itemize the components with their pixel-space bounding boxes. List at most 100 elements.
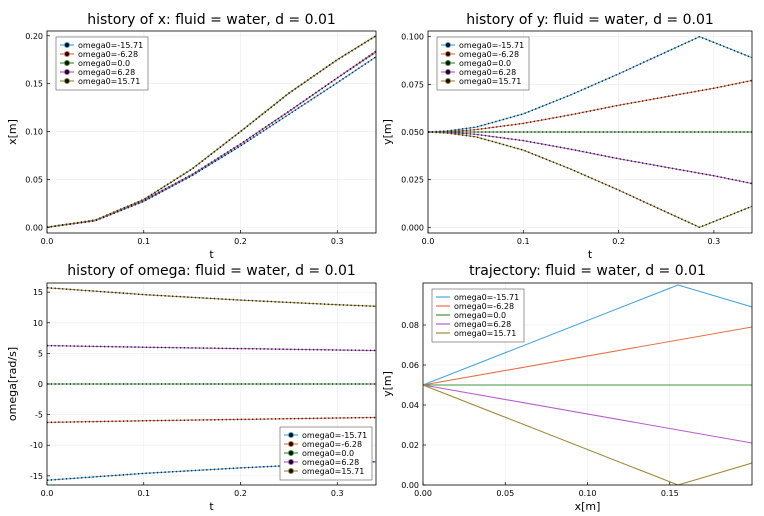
subplot-1: 0.0 0.1 0.2 0.3 0.00 0.05 0.10 0.15 0.20 history …	[6, 12, 377, 261]
x-tick-label: 0.2	[234, 489, 247, 498]
y-tick-label: 0.00	[25, 223, 43, 232]
legend: omega0=-15.71omega0=-6.28omega0=0.0omega…	[279, 426, 373, 481]
y-tick-label: -5	[35, 411, 43, 420]
series-group	[423, 284, 752, 485]
legend-entry: omega0=6.28	[459, 68, 516, 77]
chart-title: trajectory: fluid = water, d = 0.01	[469, 263, 706, 279]
legend-swatch-marker	[287, 440, 295, 448]
y-tick-label: 0.025	[401, 176, 424, 185]
legend-swatch-marker	[287, 449, 295, 457]
legend-entry: omega0=-15.71	[459, 41, 524, 50]
y-tick-label: 0.15	[25, 80, 43, 89]
x-axis-label: t	[209, 248, 214, 261]
y-tick-label: 0	[38, 380, 43, 389]
legend-entry: omega0=-6.28	[78, 50, 138, 59]
subplot-2: 0.0 0.1 0.2 0.3 0.000 0.025 0.050 0.075 0.100 his…	[381, 12, 753, 261]
legend: omega0=-15.71omega0=-6.28omega0=0.0omega…	[436, 36, 530, 91]
legend-entry: omega0=0.0	[78, 59, 130, 68]
y-tick-label: 0.20	[25, 32, 43, 41]
y-tick-label: 0.00	[401, 481, 419, 490]
legend-swatch-marker	[287, 458, 295, 466]
y-tick-label: 0.05	[25, 175, 43, 184]
series-line-1	[423, 284, 752, 386]
legend-entry: omega0=6.28	[454, 320, 511, 329]
plot-frame	[46, 30, 377, 234]
y-tick-label: 0.10	[25, 128, 43, 137]
x-tick-label: 0.05	[496, 489, 514, 498]
x-tick-label: 0.10	[579, 489, 597, 498]
y-tick-label: 5	[38, 349, 43, 358]
legend-swatch-marker	[287, 467, 295, 475]
x-axis-label: t	[209, 500, 214, 513]
subplot-4: 0.00 0.05 0.10 0.15 0.00 0.02 0.04 0.06 0.08 traj…	[381, 263, 753, 513]
legend-entry: omega0=0.0	[459, 59, 511, 68]
legend-swatch-marker	[444, 77, 452, 85]
y-tick-label: 0.02	[401, 441, 419, 450]
x-tick-label: 0.00	[414, 489, 432, 498]
legend-swatch-marker	[63, 68, 71, 76]
legend-swatch-marker	[444, 68, 452, 76]
y-tick-label: 0.050	[401, 128, 424, 137]
legend-entry: omega0=15.71	[302, 467, 364, 476]
y-tick-label: 10	[33, 319, 43, 328]
legend-swatch-marker	[63, 77, 71, 85]
legend-entry: omega0=-6.28	[302, 440, 362, 449]
series-line-2	[47, 417, 376, 423]
y-tick-label: -10	[30, 441, 43, 450]
series-markers-5	[428, 131, 752, 229]
legend-entry: omega0=-6.28	[454, 302, 514, 311]
y-axis-label: y[m]	[381, 371, 394, 397]
x-tick-label: 0.15	[661, 489, 679, 498]
y-tick-label: 0.06	[401, 361, 419, 370]
y-axis-label: omega[rad/s]	[6, 347, 19, 421]
series-line-4	[423, 384, 752, 444]
x-tick-label: 0.3	[331, 237, 344, 246]
y-tick-label: 0.100	[401, 33, 424, 42]
legend-swatch-marker	[444, 59, 452, 67]
x-tick-label: 0.2	[612, 237, 625, 246]
y-tick-label: 0.04	[401, 401, 419, 410]
legend-entry: omega0=0.0	[302, 449, 354, 458]
x-axis-label: x[m]	[575, 500, 601, 513]
x-tick-label: 0.1	[137, 489, 150, 498]
series-line-4	[47, 345, 376, 351]
series-line-4	[428, 131, 752, 184]
legend-entry: omega0=6.28	[302, 458, 359, 467]
x-tick-label: 0.0	[422, 237, 435, 246]
series-line-2	[428, 80, 752, 133]
subplot-3: 0.0 0.1 0.2 0.3 -15 -10 -5 0 5 10 15 history of ome…	[6, 263, 377, 513]
legend-entry: omega0=-6.28	[459, 50, 519, 59]
y-tick-label: 0.075	[401, 80, 424, 89]
legend-entry: omega0=0.0	[454, 311, 506, 320]
y-axis-label: x[m]	[6, 119, 19, 145]
legend-swatch-marker	[444, 50, 452, 58]
x-tick-label: 0.2	[234, 237, 247, 246]
series-group	[47, 35, 376, 229]
series-markers-5	[47, 35, 376, 229]
x-tick-label: 0.1	[517, 237, 530, 246]
legend: omega0=-15.71omega0=-6.28omega0=0.0omega…	[431, 288, 525, 343]
y-tick-label: 15	[33, 288, 43, 297]
x-tick-label: 0.0	[41, 489, 54, 498]
chart-title: history of omega: fluid = water, d = 0.0…	[67, 263, 356, 279]
legend-swatch-marker	[287, 431, 295, 439]
series-line-2	[423, 326, 752, 386]
y-tick-label: 0.08	[401, 321, 419, 330]
legend-swatch-marker	[444, 41, 452, 49]
y-tick-label: 0.000	[401, 223, 424, 232]
series-line-5	[423, 384, 752, 485]
series-markers-4	[428, 131, 752, 185]
legend-entry: omega0=-15.71	[302, 431, 367, 440]
y-axis-label: y[m]	[381, 119, 394, 145]
x-tick-label: 0.3	[708, 237, 721, 246]
x-tick-label: 0.1	[137, 237, 150, 246]
legend-swatch-marker	[63, 50, 71, 58]
series-markers-1	[428, 35, 752, 133]
x-axis-label: t	[588, 248, 593, 261]
series-markers-1	[47, 460, 376, 481]
legend-entry: omega0=15.71	[459, 77, 521, 86]
legend-swatch-marker	[63, 41, 71, 49]
legend-entry: omega0=-15.71	[78, 41, 143, 50]
chart-title: history of y: fluid = water, d = 0.01	[466, 12, 714, 28]
